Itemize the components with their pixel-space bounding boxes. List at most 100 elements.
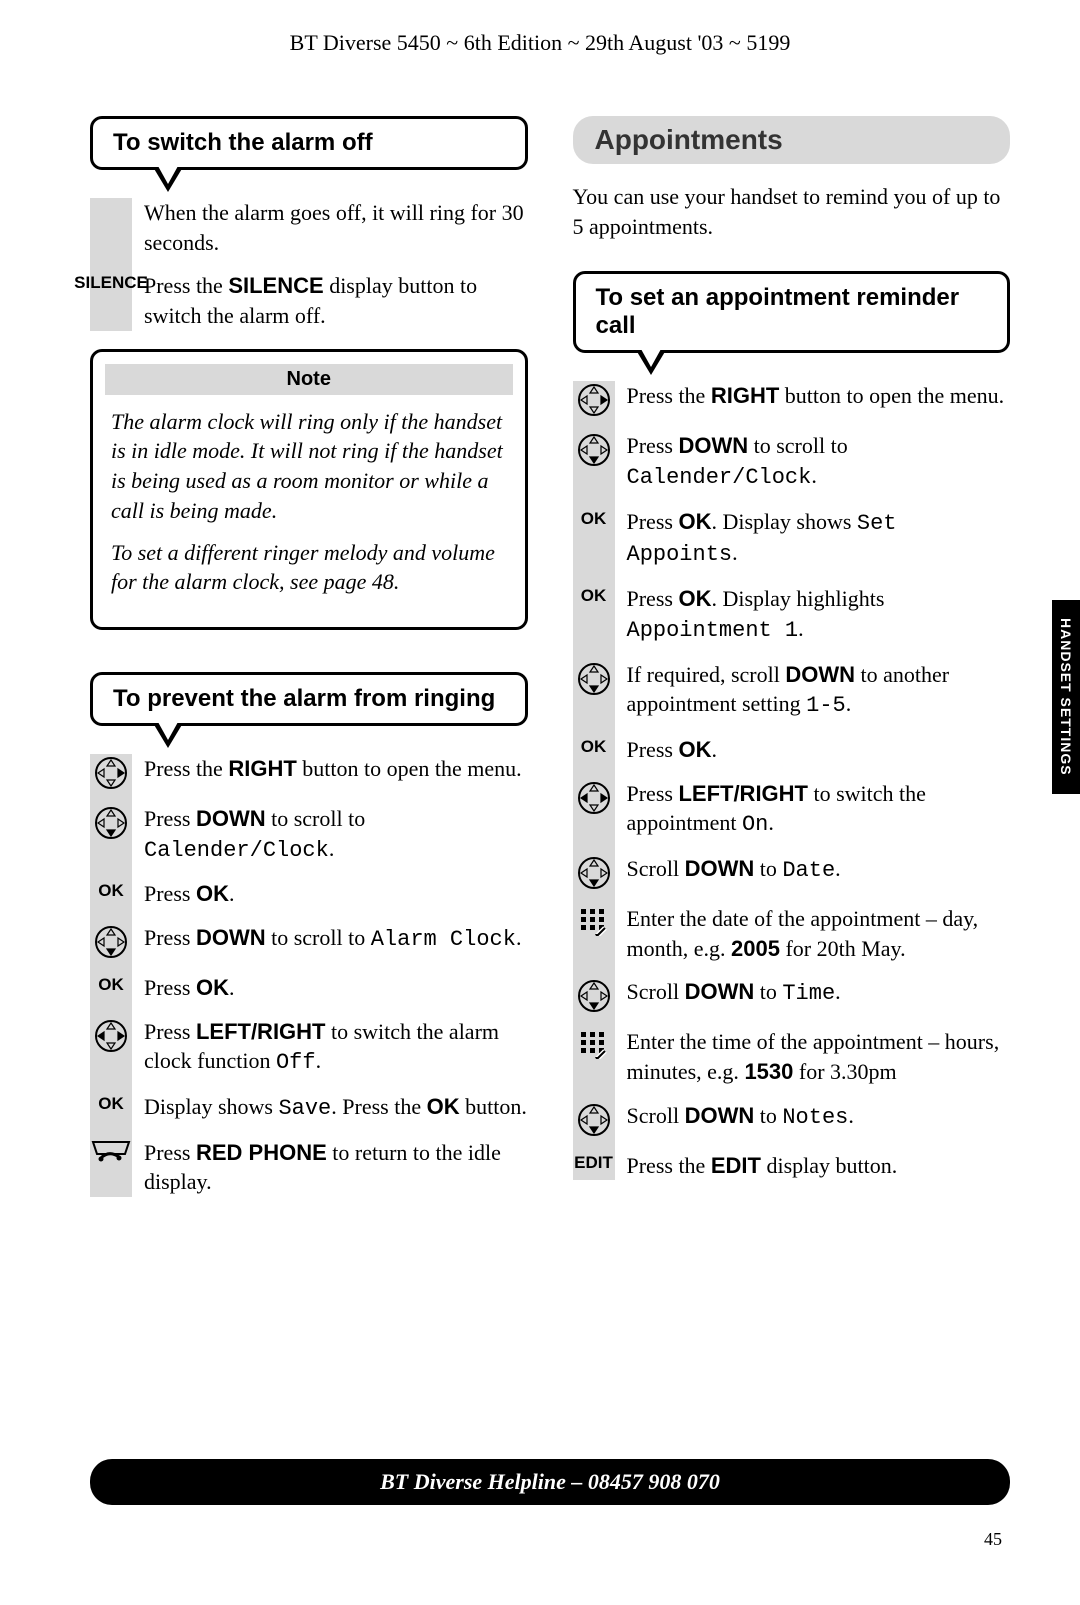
callout-title: To switch the alarm off xyxy=(113,129,505,157)
callout-title: To set an appointment reminder call xyxy=(596,284,988,340)
ok-label-icon: OK xyxy=(573,584,615,606)
step: OKDisplay shows Save. Press the OK butto… xyxy=(144,1092,528,1124)
step: EDITPress the EDIT display button. xyxy=(627,1151,1011,1181)
step: Scroll DOWN to Date. xyxy=(627,854,1011,890)
nav-icon xyxy=(577,781,611,815)
step: Press DOWN to scroll to Calender/Clock. xyxy=(627,431,1011,492)
step: OKPress OK. Display highlights Appointme… xyxy=(627,584,1011,645)
keypad-icon xyxy=(577,906,611,936)
nav-icon xyxy=(94,1019,128,1053)
nav-down-icon xyxy=(573,854,615,890)
red-phone-icon xyxy=(91,1140,131,1168)
step: Enter the time of the appointment – hour… xyxy=(627,1027,1011,1086)
nav-icon xyxy=(94,756,128,790)
nav-icon xyxy=(577,856,611,890)
step: OKPress OK. xyxy=(144,879,528,909)
step-text: Display shows Save. Press the OK button. xyxy=(132,1092,527,1124)
nav-icon xyxy=(577,979,611,1013)
step: Press RED PHONE to return to the idle di… xyxy=(144,1138,528,1197)
step: OKPress OK. xyxy=(627,735,1011,765)
step-text: Press OK. Display highlights Appointment… xyxy=(615,584,1011,645)
nav-icon xyxy=(577,1103,611,1137)
step: Press the RIGHT button to open the menu. xyxy=(144,754,528,790)
step-text: When the alarm goes off, it will ring fo… xyxy=(132,198,528,257)
callout-prevent-alarm: To prevent the alarm from ringing xyxy=(90,672,528,726)
step: OKPress OK. xyxy=(144,973,528,1003)
step-text: Scroll DOWN to Time. xyxy=(615,977,841,1009)
display-button-label-icon: EDIT xyxy=(573,1151,615,1173)
page-body: To switch the alarm off When the alarm g… xyxy=(0,56,1080,1211)
ok-label-icon: OK xyxy=(90,879,132,901)
step: If required, scroll DOWN to another appo… xyxy=(627,660,1011,721)
callout-switch-alarm-off: To switch the alarm off xyxy=(90,116,528,170)
step-text: Press the RIGHT button to open the menu. xyxy=(132,754,522,784)
nav-lr-icon xyxy=(90,1017,132,1053)
nav-right-icon xyxy=(573,381,615,417)
keypad-icon xyxy=(573,1027,615,1059)
step-text: If required, scroll DOWN to another appo… xyxy=(615,660,1011,721)
callout-title: To prevent the alarm from ringing xyxy=(113,685,505,713)
step: Press the RIGHT button to open the menu. xyxy=(627,381,1011,417)
no-icon xyxy=(90,198,132,200)
step-text: Press OK. xyxy=(615,735,717,765)
step-text: Press the EDIT display button. xyxy=(615,1151,898,1181)
step-text: Press LEFT/RIGHT to switch the alarm clo… xyxy=(132,1017,528,1078)
step: Scroll DOWN to Time. xyxy=(627,977,1011,1013)
step-text: Press OK. xyxy=(132,879,234,909)
note-p2: To set a different ringer melody and vol… xyxy=(111,538,507,597)
keypad-icon xyxy=(577,1029,611,1059)
step-text: Press RED PHONE to return to the idle di… xyxy=(132,1138,528,1197)
steps-prevent-alarm: Press the RIGHT button to open the menu.… xyxy=(90,754,528,1197)
step: Press DOWN to scroll to Alarm Clock. xyxy=(144,923,528,959)
nav-right-icon xyxy=(90,754,132,790)
step: SILENCEPress the SILENCE display button … xyxy=(144,271,528,330)
left-column: To switch the alarm off When the alarm g… xyxy=(90,116,528,1211)
step-text: Press LEFT/RIGHT to switch the appointme… xyxy=(615,779,1011,840)
note-title: Note xyxy=(105,364,513,395)
step-text: Scroll DOWN to Date. xyxy=(615,854,841,886)
step-text: Enter the time of the appointment – hour… xyxy=(615,1027,1011,1086)
ok-label-icon: OK xyxy=(573,507,615,529)
doc-header: BT Diverse 5450 ~ 6th Edition ~ 29th Aug… xyxy=(0,0,1080,56)
step: Press LEFT/RIGHT to switch the appointme… xyxy=(627,779,1011,840)
phone-icon xyxy=(90,1138,132,1168)
step-text: Press OK. xyxy=(132,973,234,1003)
nav-icon xyxy=(577,662,611,696)
nav-icon xyxy=(577,433,611,467)
display-button-label-icon: SILENCE xyxy=(90,271,132,293)
right-column: Appointments You can use your handset to… xyxy=(573,116,1011,1211)
note-box: Note The alarm clock will ring only if t… xyxy=(90,349,528,630)
step: Press LEFT/RIGHT to switch the alarm clo… xyxy=(144,1017,528,1078)
step-text: Press DOWN to scroll to Calender/Clock. xyxy=(615,431,1011,492)
nav-down-icon xyxy=(573,431,615,467)
nav-icon xyxy=(577,383,611,417)
step: Press DOWN to scroll to Calender/Clock. xyxy=(144,804,528,865)
section-header-appointments: Appointments xyxy=(573,116,1011,164)
nav-icon xyxy=(94,925,128,959)
note-body: The alarm clock will ring only if the ha… xyxy=(111,407,507,597)
nav-down-icon xyxy=(573,660,615,696)
section-intro: You can use your handset to remind you o… xyxy=(573,182,1011,241)
step: Enter the date of the appointment – day,… xyxy=(627,904,1011,963)
step-text: Press DOWN to scroll to Alarm Clock. xyxy=(132,923,521,955)
step-text: Press the SILENCE display button to swit… xyxy=(132,271,528,330)
steps-switch-alarm-off: When the alarm goes off, it will ring fo… xyxy=(90,198,528,331)
steps-set-appointment: Press the RIGHT button to open the menu.… xyxy=(573,381,1011,1180)
ok-label-icon: OK xyxy=(90,1092,132,1114)
ok-label-icon: OK xyxy=(90,973,132,995)
ok-label-icon: OK xyxy=(573,735,615,757)
step-text: Scroll DOWN to Notes. xyxy=(615,1101,854,1133)
nav-down-icon xyxy=(90,923,132,959)
step-text: Enter the date of the appointment – day,… xyxy=(615,904,1011,963)
step: Scroll DOWN to Notes. xyxy=(627,1101,1011,1137)
step: When the alarm goes off, it will ring fo… xyxy=(144,198,528,257)
page-number: 45 xyxy=(984,1529,1002,1550)
side-tab: HANDSET SETTINGS xyxy=(1052,600,1080,794)
callout-set-appointment: To set an appointment reminder call xyxy=(573,271,1011,353)
nav-down-icon xyxy=(573,977,615,1013)
nav-down-icon xyxy=(573,1101,615,1137)
nav-icon xyxy=(94,806,128,840)
step: OKPress OK. Display shows Set Appoints. xyxy=(627,507,1011,570)
step-text: Press the RIGHT button to open the menu. xyxy=(615,381,1005,411)
section-title: Appointments xyxy=(595,124,989,156)
